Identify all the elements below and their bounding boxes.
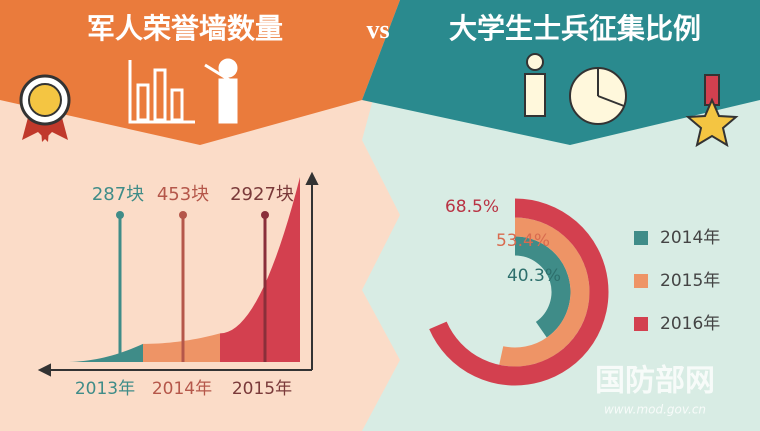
legend-swatch (634, 317, 648, 331)
x-tick-label: 2015年 (232, 379, 292, 399)
value-label: 2927块 (230, 184, 294, 205)
vs-label: vs (366, 15, 389, 44)
chart-icon (128, 58, 238, 124)
star-medal-icon (685, 74, 739, 148)
area-segment (65, 343, 143, 362)
ring-bar (429, 198, 609, 386)
x-tick-label: 2013年 (75, 379, 135, 399)
legend-swatch (634, 274, 648, 288)
stem-dot (179, 211, 187, 219)
value-label: 287块 (92, 184, 144, 205)
value-label: 53.4% (496, 231, 550, 251)
value-label: 453块 (157, 184, 209, 205)
x-tick-label: 2014年 (152, 379, 212, 399)
legend-swatch (634, 231, 648, 245)
ring-bar (499, 217, 590, 367)
value-label: 68.5% (445, 197, 499, 217)
medal-icon (19, 74, 71, 142)
ring-bar (514, 236, 571, 338)
legend-label: 2016年 (660, 314, 720, 334)
left-title: 军人荣誉墙数量 (87, 12, 283, 45)
person-pie-icon (524, 53, 627, 125)
axes (37, 171, 319, 377)
legend-label: 2015年 (660, 271, 720, 291)
stem-dot (261, 211, 269, 219)
area-segment (220, 177, 300, 362)
watermark-url: www.mod.gov.cn (604, 403, 706, 417)
left-header (0, 0, 400, 145)
stem-dot (116, 211, 124, 219)
legend-label: 2014年 (660, 228, 720, 248)
right-header (362, 0, 760, 145)
right-title: 大学生士兵征集比例 (449, 12, 701, 45)
value-label: 40.3% (507, 266, 561, 286)
watermark: 国防部网 (595, 364, 715, 399)
